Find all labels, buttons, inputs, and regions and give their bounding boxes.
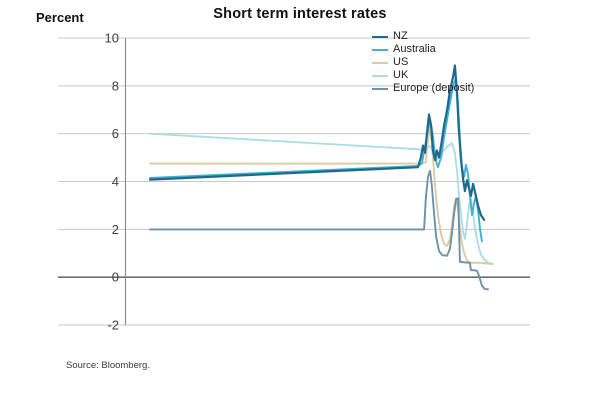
legend-label-uk: UK <box>393 69 409 81</box>
legend-label-nz: NZ <box>393 30 408 42</box>
legend-swatch-europe-deposit <box>372 87 388 90</box>
chart-title: Short term interest rates <box>213 6 387 22</box>
y-tick-label-0: 0 <box>112 270 119 285</box>
legend-item-us: US <box>372 56 474 69</box>
legend-label-europe-deposit: Europe (deposit) <box>393 82 475 94</box>
y-tick-label-10: 10 <box>105 31 119 46</box>
legend-label-australia: Australia <box>393 43 436 55</box>
chart-legend: NZ Australia US UK Europe (deposit) <box>372 30 474 95</box>
series-line-nz <box>148 64 486 221</box>
legend-item-europe-deposit: Europe (deposit) <box>372 82 474 95</box>
legend-label-us: US <box>393 56 409 68</box>
y-tick-label--2: -2 <box>107 318 119 333</box>
legend-swatch-us <box>372 61 388 64</box>
source-note: Source: Bloomberg. <box>66 360 150 371</box>
legend-swatch-australia <box>372 48 388 51</box>
y-axis-unit-label: Percent <box>36 10 84 25</box>
series-line-us <box>149 125 493 265</box>
y-tick-label-4: 4 <box>112 174 119 189</box>
legend-swatch-nz <box>372 35 388 38</box>
y-tick-label-6: 6 <box>112 126 119 141</box>
series-line-australia <box>149 76 483 243</box>
legend-item-nz: NZ <box>372 30 474 43</box>
y-tick-label-2: 2 <box>112 222 119 237</box>
legend-item-uk: UK <box>372 69 474 82</box>
legend-swatch-uk <box>372 74 388 77</box>
series-line-europe-deposit <box>149 169 489 291</box>
y-tick-label-8: 8 <box>112 78 119 93</box>
legend-item-australia: Australia <box>372 43 474 56</box>
